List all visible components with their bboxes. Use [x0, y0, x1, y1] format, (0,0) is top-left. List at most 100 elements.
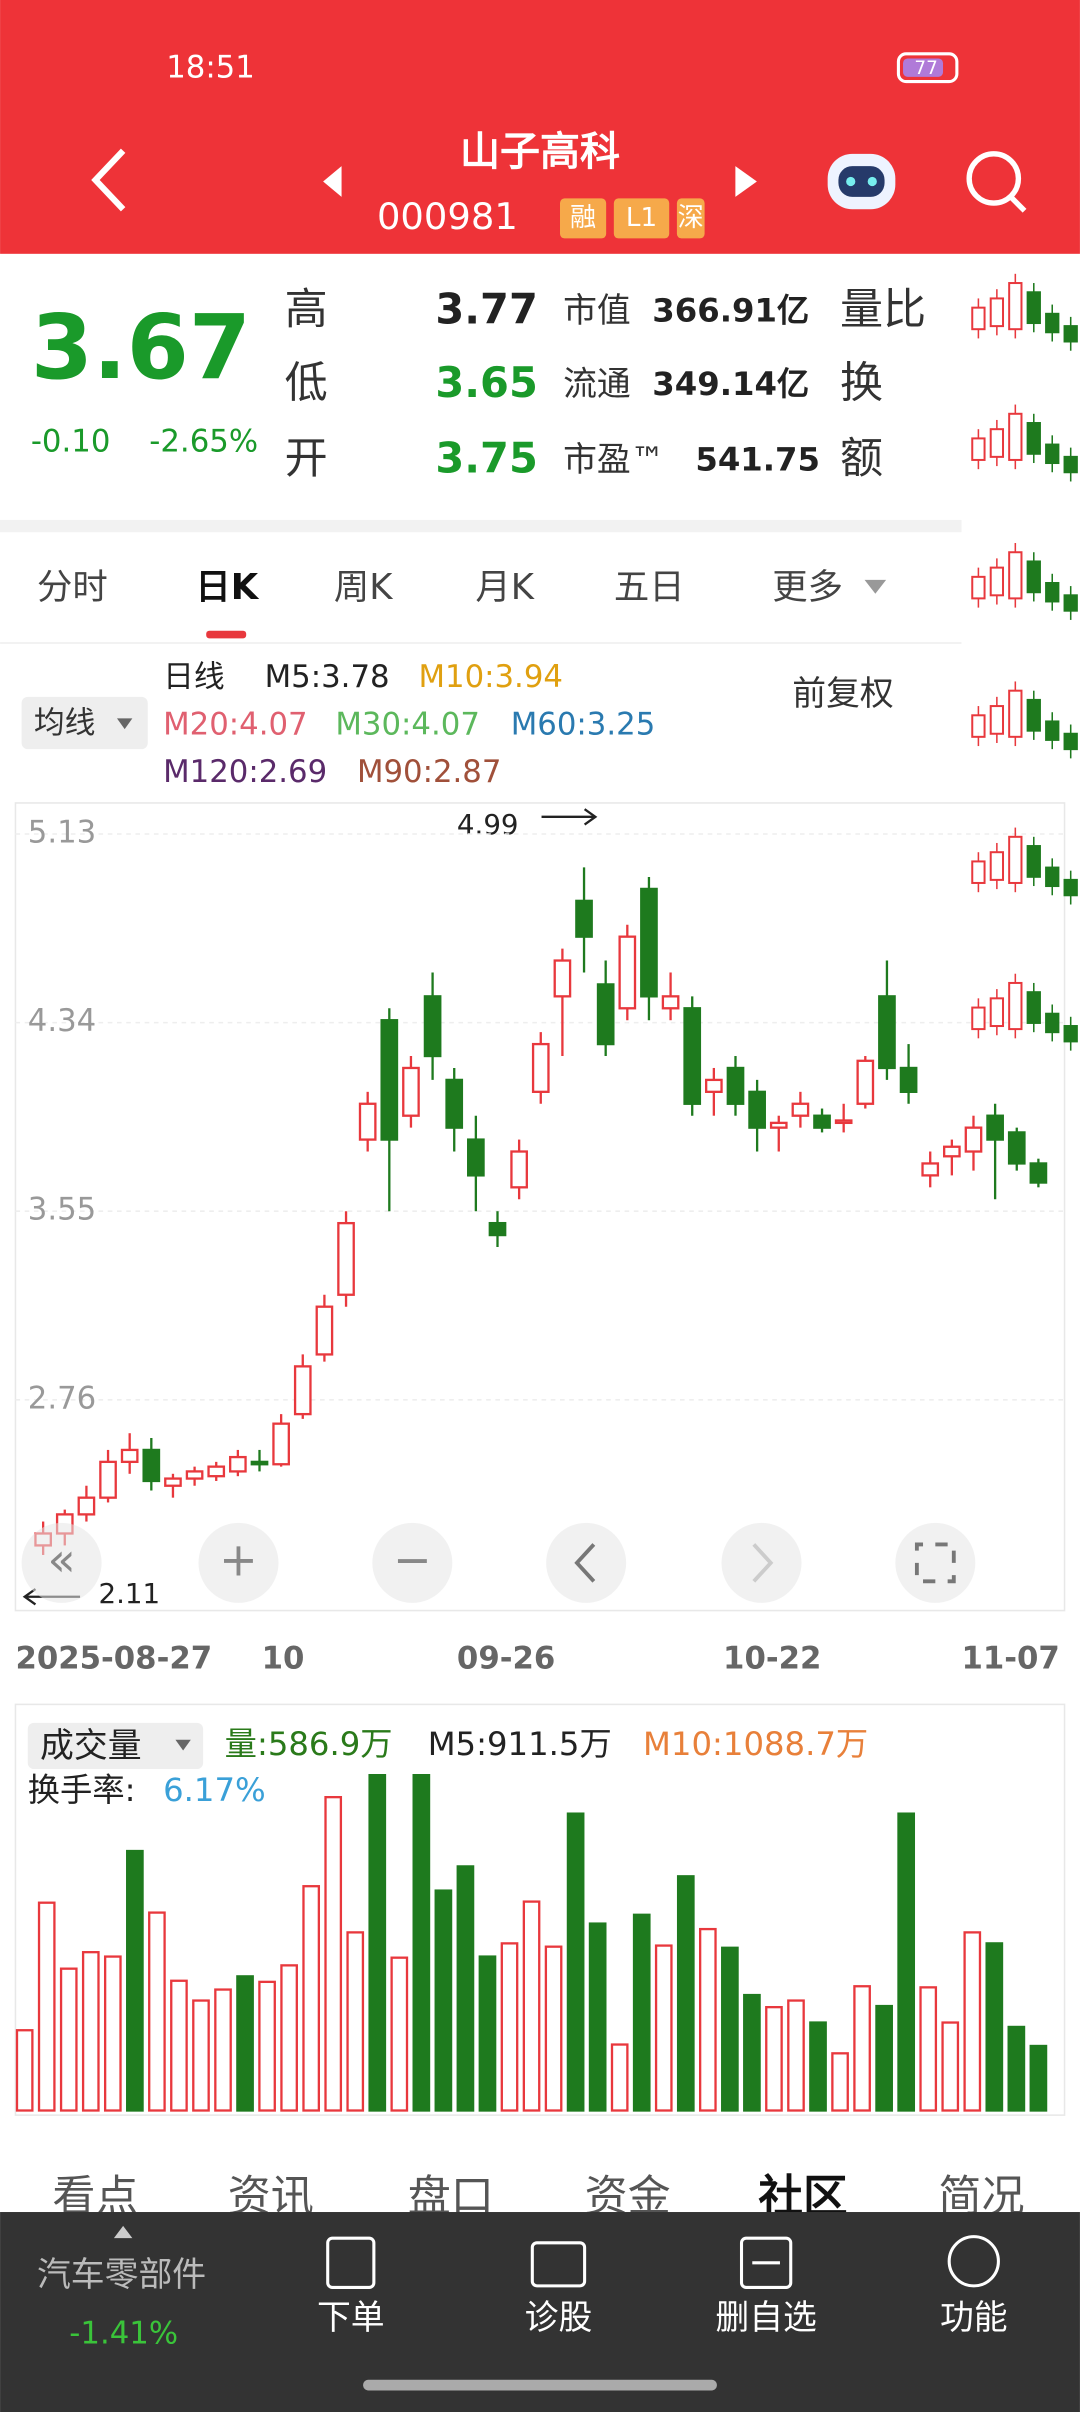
up-arrow: [113, 2225, 133, 2239]
candle-body: [185, 1470, 204, 1480]
sector-name[interactable]: 汽车零部件: [37, 2255, 206, 2294]
stat-value: 366.91亿: [652, 291, 809, 329]
candle-body: [380, 1019, 399, 1141]
quote-value: 3.75: [435, 433, 537, 482]
candle-body: [488, 1221, 507, 1237]
chart-control[interactable]: [372, 1522, 453, 1603]
home-indicator: [363, 2379, 717, 2391]
dropdown-arrow: [864, 579, 887, 594]
chart-control[interactable]: [21, 1522, 102, 1603]
diagnose-icon: [530, 2241, 587, 2288]
candle-body: [596, 983, 615, 1046]
tab[interactable]: 月K: [475, 567, 534, 608]
volume-button[interactable]: [27, 1722, 204, 1770]
candle-body: [856, 1059, 875, 1105]
quote-label: 高: [285, 285, 328, 335]
stat-value: 349.14亿: [652, 365, 809, 403]
stat-value: 541.75: [695, 440, 820, 478]
chart-control[interactable]: [198, 1522, 279, 1603]
y-tick-label: 4.34: [28, 1003, 96, 1039]
robot-icon[interactable]: [827, 153, 896, 210]
bottom-tabs-bg: [0, 2122, 1080, 2213]
control-glyph: +: [219, 1532, 258, 1586]
volume-bar: [566, 1812, 585, 2112]
robot-eye: [846, 176, 856, 187]
volume-bar: [390, 1956, 409, 2112]
search-handle: [1008, 194, 1027, 213]
volume-bar: [676, 1875, 695, 2112]
volume-bar: [831, 2052, 849, 2112]
volume-legend: M10:1088.7万: [643, 1725, 868, 1763]
candle-body: [661, 995, 680, 1010]
volume-bar: [368, 1774, 387, 2112]
candle-body: [748, 1090, 766, 1129]
volume-bar: [544, 1945, 563, 2112]
chart-control[interactable]: [546, 1522, 627, 1603]
candle-body: [358, 1102, 377, 1141]
back-button[interactable]: [91, 148, 126, 212]
candle-body: [531, 1042, 550, 1093]
volume-bar: [103, 1955, 122, 2112]
last-price: 3.67: [31, 296, 251, 400]
chart-control[interactable]: [721, 1522, 802, 1603]
volume-bar: [37, 1901, 56, 2112]
thumb-body: [1045, 720, 1060, 741]
volume-bar: [59, 1967, 78, 2112]
thumb-body: [1063, 325, 1078, 343]
badge: [613, 198, 670, 239]
legend-item: M120:2.69: [163, 754, 327, 790]
adjust-button[interactable]: 前复权: [792, 674, 893, 713]
thumb-body: [1008, 282, 1023, 331]
tab[interactable]: 更多: [772, 567, 843, 608]
legend-item: M10:3.94: [418, 659, 563, 695]
volume-bar: [1029, 2044, 1048, 2112]
robot-eye: [867, 176, 877, 187]
nav-item[interactable]: 诊股: [525, 2298, 593, 2337]
extra-label: 换: [840, 359, 883, 409]
volume-bar: [853, 1985, 871, 2112]
tab[interactable]: 分时: [37, 567, 108, 608]
volume-bar: [280, 1964, 298, 2112]
turnover-label: 换手率:: [28, 1771, 136, 1809]
thumb-body: [1045, 443, 1060, 465]
nav-item[interactable]: 下单: [317, 2298, 385, 2337]
x-label: 11-07: [961, 1640, 1059, 1676]
thumb-body: [1026, 291, 1041, 325]
control-glyph: «: [47, 1532, 75, 1586]
volume-bar: [721, 1946, 739, 2112]
nav-item[interactable]: 删自选: [715, 2298, 816, 2337]
quote-label: 开: [285, 434, 328, 484]
price-pct: -2.65%: [149, 424, 258, 460]
volume-bar: [588, 1922, 607, 2112]
nav-item[interactable]: 功能: [940, 2298, 1008, 2337]
candle-body: [921, 1162, 940, 1177]
y-tick-label: 2.76: [28, 1380, 96, 1416]
volume-bar: [302, 1885, 321, 2112]
candle-body: [986, 1114, 1004, 1141]
thumb-body: [1026, 560, 1041, 594]
chart-frame: [14, 802, 1066, 1612]
nav-bar: [0, 2212, 1080, 2412]
high-label: 4.99: [457, 808, 519, 841]
thumb-body: [1045, 582, 1060, 603]
search-button[interactable]: [966, 151, 1022, 206]
chart-control[interactable]: [895, 1522, 976, 1603]
tab[interactable]: 五日: [614, 567, 685, 608]
thumb-body: [1026, 991, 1041, 1024]
next-stock[interactable]: [735, 166, 757, 197]
volume-bar: [456, 1865, 475, 2112]
dropdown-arrow: [116, 718, 133, 730]
volume-bar: [522, 1900, 541, 2112]
volume-bar: [765, 2005, 783, 2112]
ma-button[interactable]: [21, 696, 148, 750]
badge: [559, 198, 607, 239]
prev-stock[interactable]: [323, 166, 342, 197]
status-time: 18:51: [166, 50, 255, 86]
candle-body: [964, 1126, 983, 1153]
tab[interactable]: 周K: [334, 567, 393, 608]
volume-bar: [346, 1931, 365, 2112]
thumb-body: [1063, 732, 1078, 751]
ma-button-text: 均线: [34, 705, 96, 741]
volume-bar: [192, 1999, 210, 2112]
tab-active[interactable]: 日K: [195, 567, 259, 608]
